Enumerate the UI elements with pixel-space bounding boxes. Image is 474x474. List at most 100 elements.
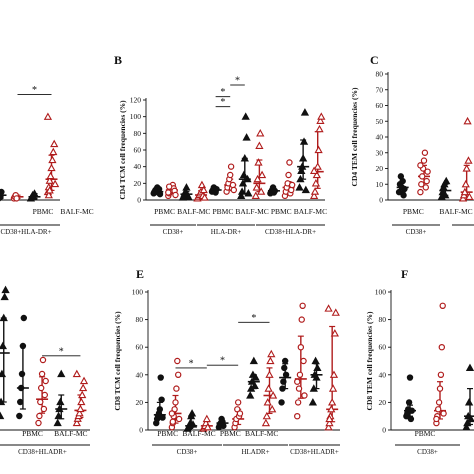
data-point <box>295 183 304 191</box>
data-point <box>313 363 322 372</box>
column-4 <box>43 112 60 199</box>
y-tick-label: 20 <box>136 398 144 407</box>
data-point <box>174 357 181 365</box>
data-point <box>297 166 306 174</box>
data-point <box>419 173 426 180</box>
data-point <box>250 381 259 389</box>
column-2 <box>0 285 10 420</box>
data-point <box>75 408 84 417</box>
data-point <box>254 158 263 166</box>
group-label: CD38+ <box>177 448 198 456</box>
y-axis-label: CD4 TEM cell frequencies (%) <box>350 87 359 186</box>
y-tick-label: 40 <box>134 162 142 171</box>
data-point <box>436 385 444 392</box>
data-point <box>301 185 310 194</box>
panel-f: F CD8 TEM cell frequencies (%) 0 20 40 60 80 10… <box>365 267 474 456</box>
data-point <box>299 137 309 145</box>
data-point <box>213 185 220 193</box>
data-point <box>155 185 163 193</box>
data-point <box>315 124 324 133</box>
column-12 <box>309 112 326 199</box>
data-point <box>288 181 296 189</box>
data-point <box>417 188 424 196</box>
y-tick-label: 60 <box>134 146 142 155</box>
data-point <box>246 391 255 399</box>
data-point <box>220 422 227 430</box>
data-point <box>441 190 450 199</box>
data-point <box>257 170 267 179</box>
data-point <box>466 414 474 423</box>
data-point <box>168 410 176 417</box>
y-tick-label: 40 <box>136 370 144 379</box>
data-point <box>165 183 173 190</box>
column-3 <box>183 409 198 432</box>
column-4 <box>199 414 213 432</box>
data-point <box>76 404 85 413</box>
data-point <box>296 371 304 378</box>
data-point <box>18 370 26 378</box>
data-point <box>0 313 8 322</box>
data-point <box>465 192 474 200</box>
data-point <box>234 399 242 406</box>
data-point <box>1 285 10 294</box>
data-point <box>38 370 46 378</box>
x-category-label: PBMC <box>271 207 292 216</box>
group-label: HLA-DR+ <box>211 228 241 236</box>
group-label: CD38+ <box>406 228 427 236</box>
data-point <box>72 369 81 378</box>
data-point <box>57 369 66 378</box>
data-point <box>312 373 321 381</box>
significance-star: * <box>235 76 240 87</box>
column-5 <box>208 184 222 196</box>
data-point <box>200 193 209 201</box>
data-point <box>462 422 471 431</box>
data-point <box>314 145 323 154</box>
data-point <box>408 407 415 414</box>
data-point <box>240 154 249 162</box>
data-point <box>35 419 42 427</box>
column-11 <box>308 356 323 406</box>
data-point <box>300 357 307 365</box>
y-tick-label: 70 <box>376 85 384 94</box>
y-tick-label: 100 <box>375 288 387 297</box>
significance-star: * <box>32 85 37 96</box>
y-tick-label: 30 <box>376 148 384 157</box>
y-tick-label: 0 <box>379 196 383 205</box>
y-tick-label: 60 <box>376 101 384 110</box>
data-point <box>294 378 301 385</box>
data-point <box>464 156 473 164</box>
panel-c: C CD4 TEM cell frequencies (%) 0 10 20 30 40 50… <box>350 53 474 236</box>
data-point <box>286 159 293 166</box>
data-point <box>237 187 247 195</box>
data-point <box>281 357 289 365</box>
data-point <box>20 314 28 322</box>
data-point <box>265 370 274 378</box>
y-tick-label: 80 <box>136 315 144 324</box>
x-category-label: BALF-MC <box>235 207 268 216</box>
y-tick-label: 100 <box>132 288 144 297</box>
data-point <box>298 316 305 323</box>
data-point <box>0 369 7 378</box>
column-12 <box>324 304 340 431</box>
data-point <box>17 384 25 392</box>
data-point <box>30 189 39 197</box>
data-point <box>285 171 292 179</box>
data-point <box>184 192 193 200</box>
data-point <box>47 163 56 172</box>
data-point <box>312 170 321 179</box>
column-7 <box>237 112 253 199</box>
data-point <box>327 404 336 413</box>
data-point <box>255 141 264 149</box>
data-point <box>328 398 337 406</box>
x-category-label: PBMC <box>415 429 436 438</box>
column-3 <box>178 183 193 201</box>
column-3 <box>462 363 474 431</box>
data-point <box>54 411 63 420</box>
data-point <box>420 157 428 164</box>
data-point <box>249 356 258 365</box>
y-tick-label: 0 <box>137 196 141 205</box>
column-1 <box>0 188 7 202</box>
y-tick-label: 80 <box>379 315 387 324</box>
data-point <box>298 162 307 170</box>
y-tick-label: 40 <box>379 370 387 379</box>
